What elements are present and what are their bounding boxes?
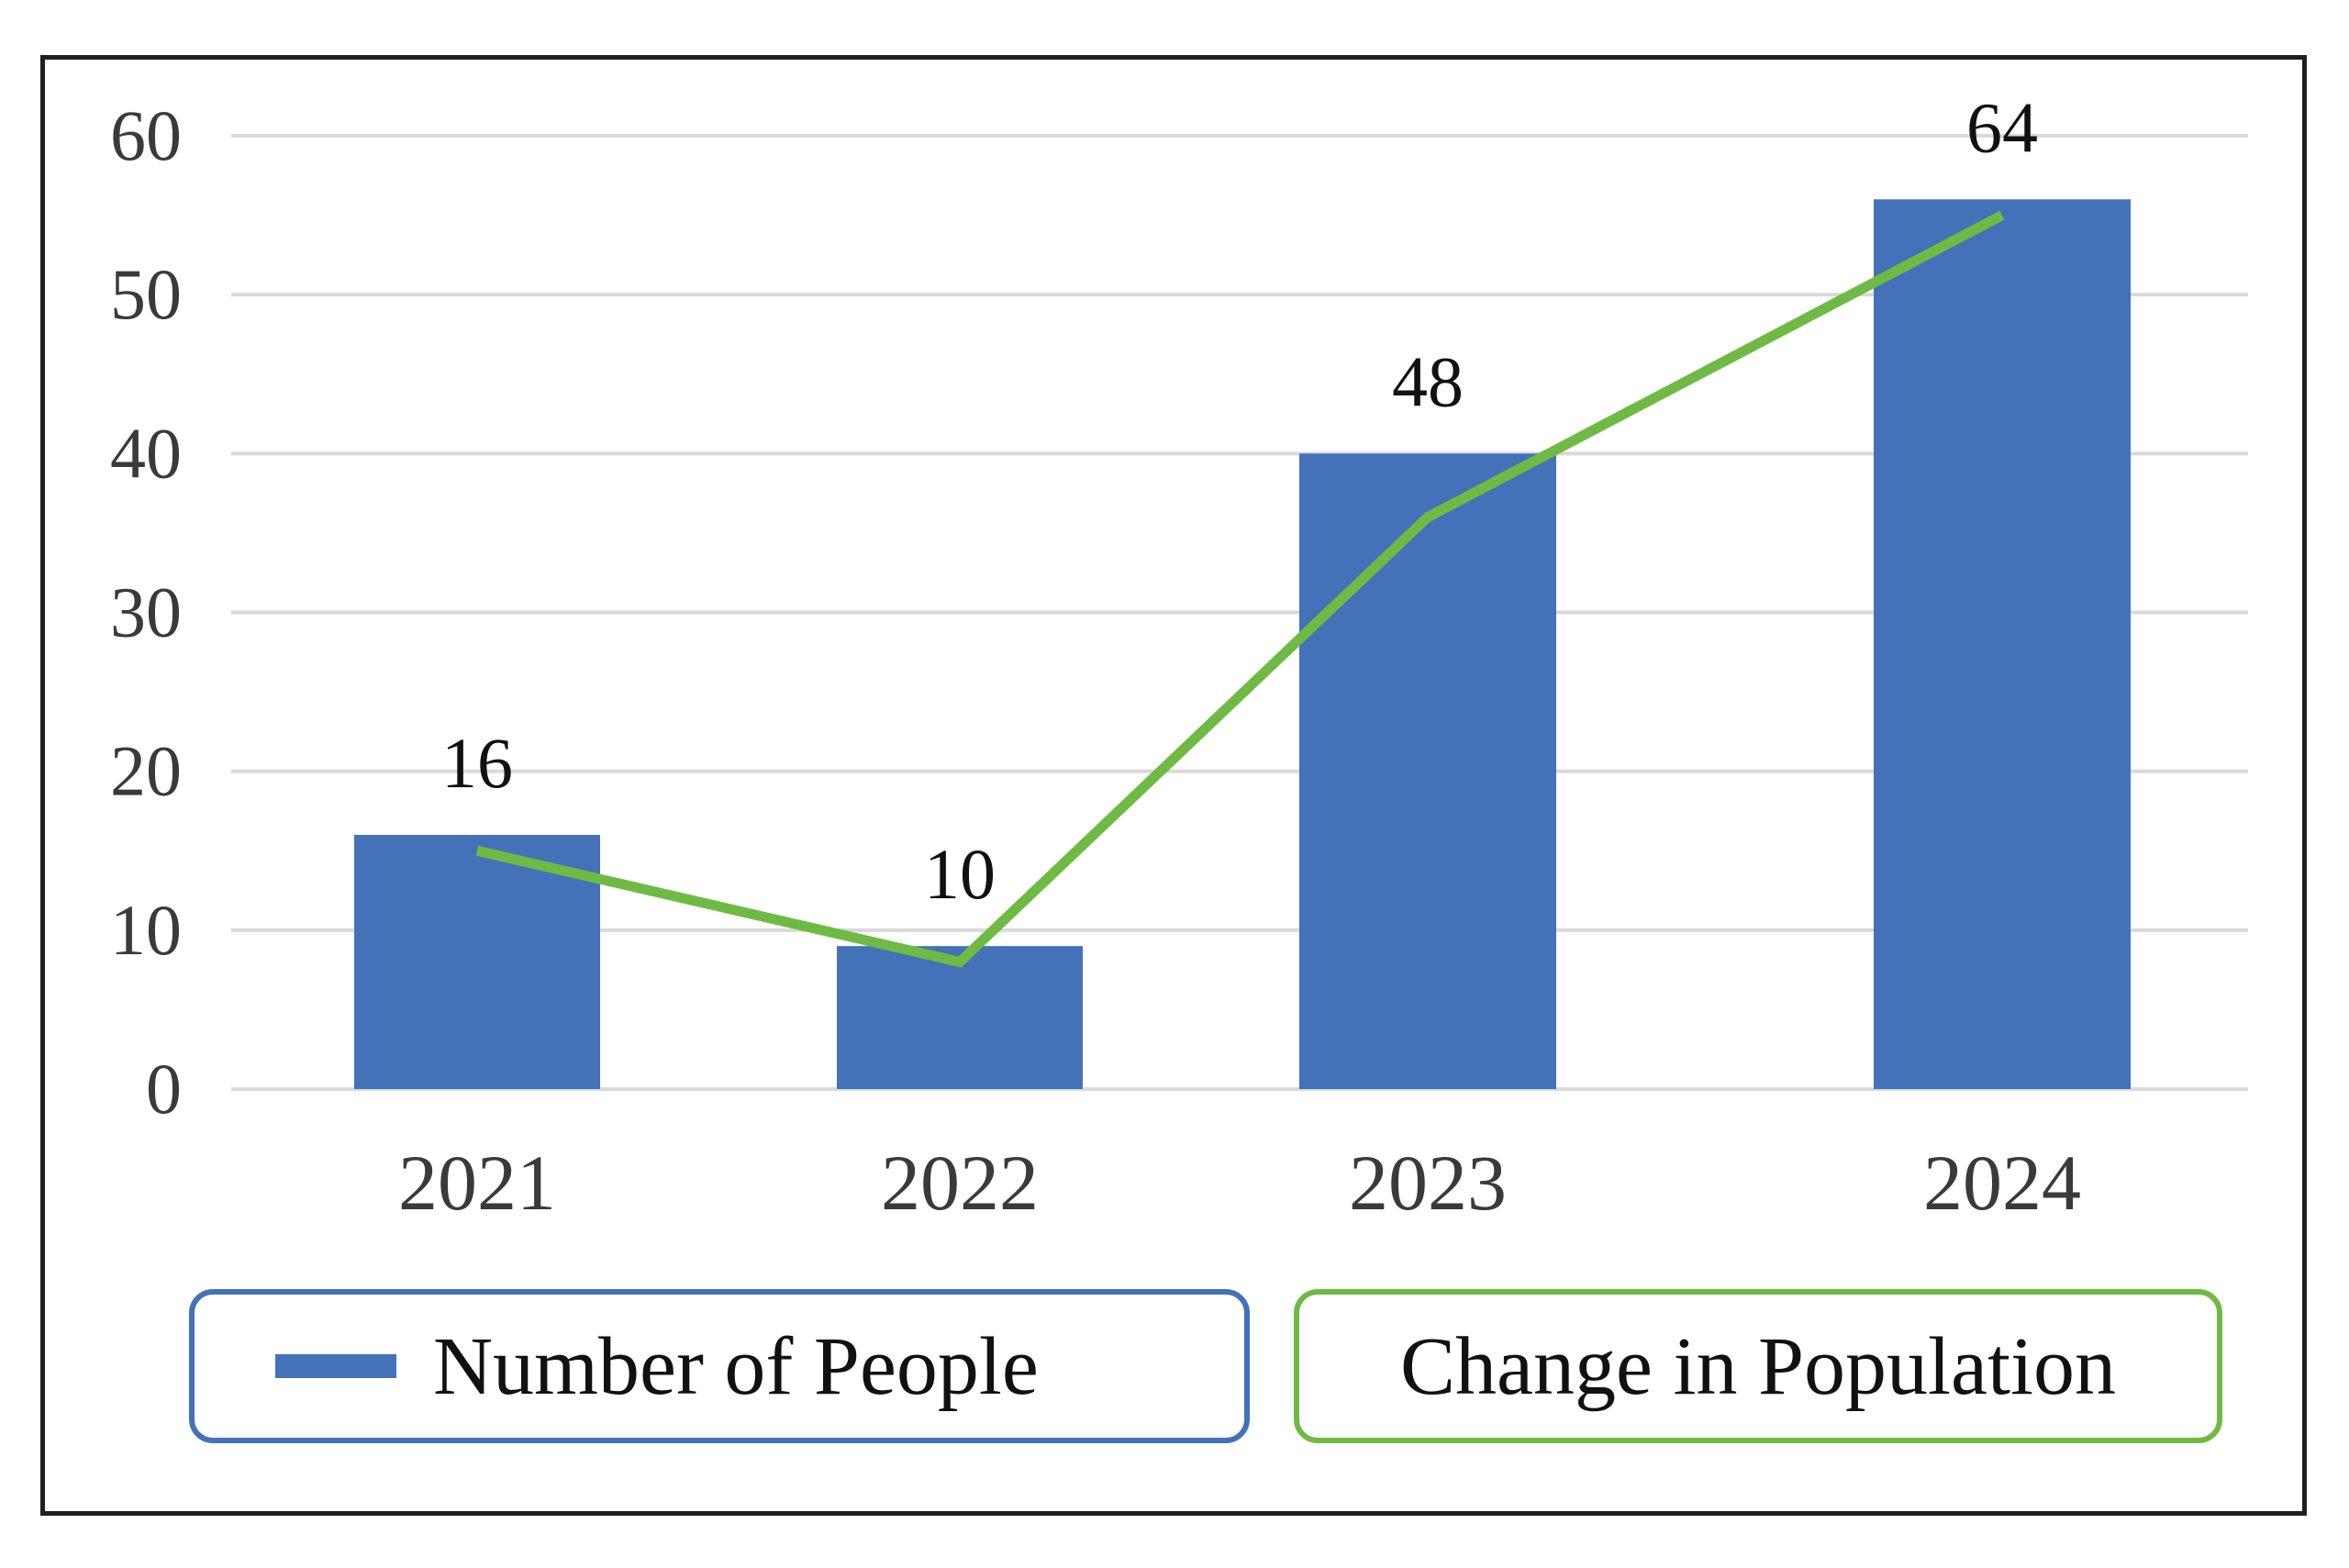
x-category-label: 2023 [1349, 1139, 1507, 1227]
x-category-label: 2024 [1923, 1139, 2081, 1227]
bar-data-labels: 16 10 48 64 [441, 87, 2038, 914]
y-tick-label: 60 [110, 95, 182, 175]
bar-2022 [837, 946, 1083, 1089]
line-change-in-population [475, 210, 2005, 968]
legend-label-change-in-population: Change in Population [1400, 1320, 2116, 1412]
legend-label-number-of-people: Number of People [433, 1320, 1039, 1412]
legend-item-change-in-population: Change in Population [1294, 1289, 2222, 1443]
y-tick-label: 10 [110, 890, 182, 970]
x-axis-category-labels: 2021 2022 2023 2024 [398, 1139, 2081, 1227]
x-category-label: 2021 [398, 1139, 556, 1227]
y-tick-label: 0 [146, 1049, 182, 1129]
bar-2023 [1299, 453, 1556, 1089]
x-category-label: 2022 [881, 1139, 1039, 1227]
y-tick-label: 30 [110, 573, 182, 652]
y-tick-label: 20 [110, 731, 182, 811]
data-label: 16 [441, 723, 513, 803]
y-axis-tick-labels: 0 10 20 30 40 50 60 [110, 95, 182, 1129]
y-tick-label: 40 [110, 413, 182, 493]
bar-series-number-of-people [354, 199, 2131, 1089]
legend-item-number-of-people: Number of People [189, 1289, 1250, 1443]
data-label: 64 [1966, 87, 2038, 167]
y-tick-label: 50 [110, 254, 182, 334]
line-series-change-in-population [475, 210, 2005, 968]
bar-2024 [1874, 199, 2131, 1089]
legend-swatch-bar [275, 1354, 396, 1378]
data-label: 10 [924, 834, 996, 914]
bar-2021 [354, 834, 600, 1089]
data-label: 48 [1392, 341, 1464, 421]
